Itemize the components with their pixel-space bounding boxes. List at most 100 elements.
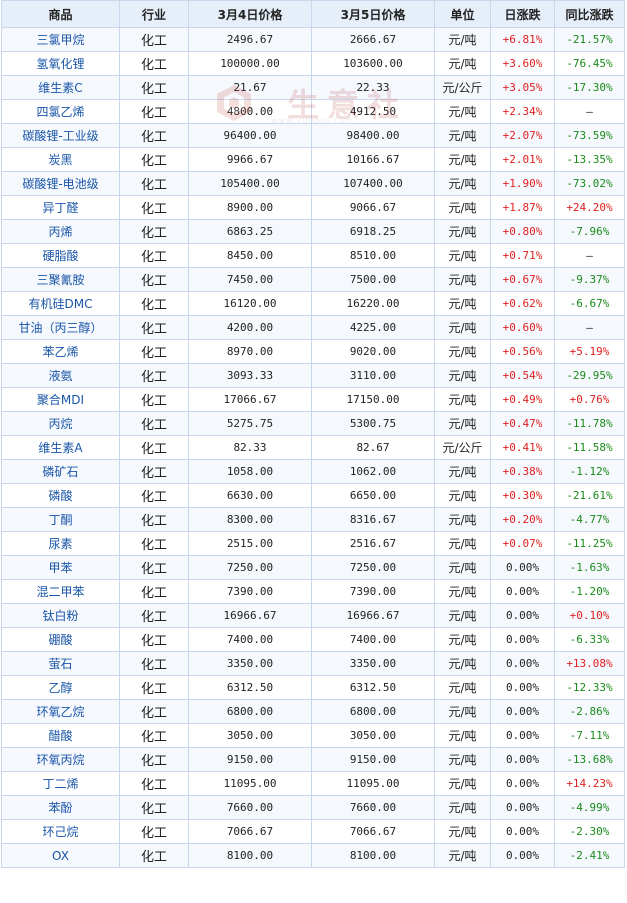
cell-yoy-change: -21.61% (554, 483, 625, 508)
cell-price-mar4: 100000.00 (188, 51, 312, 76)
cell-product[interactable]: 维生素C (1, 75, 120, 100)
cell-daily-change: +0.47% (490, 411, 555, 436)
cell-daily-change: 0.00% (490, 627, 555, 652)
cell-product[interactable]: 炭黑 (1, 147, 120, 172)
cell-price-mar4: 82.33 (188, 435, 312, 460)
cell-industry: 化工 (119, 531, 189, 556)
cell-price-mar5: 107400.00 (311, 171, 435, 196)
cell-unit: 元/吨 (434, 27, 491, 52)
cell-unit: 元/吨 (434, 195, 491, 220)
cell-price-mar4: 6312.50 (188, 675, 312, 700)
cell-product[interactable]: 聚合MDI (1, 387, 120, 412)
cell-product[interactable]: 甲苯 (1, 555, 120, 580)
cell-product[interactable]: 氢氧化锂 (1, 51, 120, 76)
cell-yoy-change: -6.67% (554, 291, 625, 316)
cell-daily-change: +0.71% (490, 243, 555, 268)
cell-product[interactable]: 钛白粉 (1, 603, 120, 628)
cell-unit: 元/吨 (434, 723, 491, 748)
cell-product[interactable]: 苯乙烯 (1, 339, 120, 364)
table-row: 丁二烯 化工 11095.00 11095.00 元/吨 0.00% +14.23% (1, 771, 625, 796)
cell-daily-change: 0.00% (490, 771, 555, 796)
cell-price-mar4: 7390.00 (188, 579, 312, 604)
cell-product[interactable]: 有机硅DMC (1, 291, 120, 316)
table-row: OX 化工 8100.00 8100.00 元/吨 0.00% -2.41% (1, 843, 625, 868)
table-row: 丙烷 化工 5275.75 5300.75 元/吨 +0.47% -11.78% (1, 411, 625, 436)
cell-price-mar5: 11095.00 (311, 771, 435, 796)
cell-yoy-change: -2.41% (554, 843, 625, 868)
cell-product[interactable]: 丁二烯 (1, 771, 120, 796)
cell-product[interactable]: 甘油（丙三醇） (1, 315, 120, 340)
cell-price-mar4: 8970.00 (188, 339, 312, 364)
table-row: 聚合MDI 化工 17066.67 17150.00 元/吨 +0.49% +0.76% (1, 387, 625, 412)
cell-price-mar4: 7400.00 (188, 627, 312, 652)
cell-price-mar5: 3350.00 (311, 651, 435, 676)
cell-price-mar5: 17150.00 (311, 387, 435, 412)
table-row: 丙烯 化工 6863.25 6918.25 元/吨 +0.80% -7.96% (1, 219, 625, 244)
cell-yoy-change: +13.08% (554, 651, 625, 676)
cell-product[interactable]: OX (1, 843, 120, 868)
cell-product[interactable]: 醋酸 (1, 723, 120, 748)
cell-industry: 化工 (119, 747, 189, 772)
cell-product[interactable]: 三聚氰胺 (1, 267, 120, 292)
cell-product[interactable]: 苯酚 (1, 795, 120, 820)
cell-product[interactable]: 乙醇 (1, 675, 120, 700)
cell-price-mar4: 1058.00 (188, 459, 312, 484)
cell-product[interactable]: 硼酸 (1, 627, 120, 652)
cell-product[interactable]: 碳酸锂-电池级 (1, 171, 120, 196)
cell-daily-change: 0.00% (490, 579, 555, 604)
cell-product[interactable]: 丙烯 (1, 219, 120, 244)
cell-product[interactable]: 液氨 (1, 363, 120, 388)
cell-product[interactable]: 环氧乙烷 (1, 699, 120, 724)
cell-industry: 化工 (119, 675, 189, 700)
cell-price-mar5: 7066.67 (311, 819, 435, 844)
cell-price-mar5: 82.67 (311, 435, 435, 460)
cell-product[interactable]: 丙烷 (1, 411, 120, 436)
cell-product[interactable]: 环氧丙烷 (1, 747, 120, 772)
cell-price-mar5: 7400.00 (311, 627, 435, 652)
cell-product[interactable]: 丁酮 (1, 507, 120, 532)
cell-daily-change: 0.00% (490, 651, 555, 676)
cell-daily-change: +2.01% (490, 147, 555, 172)
cell-price-mar5: 8510.00 (311, 243, 435, 268)
cell-product[interactable]: 磷酸 (1, 483, 120, 508)
cell-product[interactable]: 尿素 (1, 531, 120, 556)
cell-industry: 化工 (119, 699, 189, 724)
table-row: 甲苯 化工 7250.00 7250.00 元/吨 0.00% -1.63% (1, 555, 625, 580)
table-row: 醋酸 化工 3050.00 3050.00 元/吨 0.00% -7.11% (1, 723, 625, 748)
cell-industry: 化工 (119, 507, 189, 532)
cell-price-mar5: 7500.00 (311, 267, 435, 292)
cell-product[interactable]: 萤石 (1, 651, 120, 676)
cell-unit: 元/吨 (434, 51, 491, 76)
cell-industry: 化工 (119, 459, 189, 484)
cell-yoy-change: +0.10% (554, 603, 625, 628)
cell-yoy-change: -17.30% (554, 75, 625, 100)
cell-product[interactable]: 环己烷 (1, 819, 120, 844)
cell-yoy-change: — (554, 315, 625, 340)
cell-product[interactable]: 四氯乙烯 (1, 99, 120, 124)
cell-unit: 元/吨 (434, 771, 491, 796)
cell-unit: 元/吨 (434, 315, 491, 340)
cell-daily-change: 0.00% (490, 723, 555, 748)
cell-product[interactable]: 混二甲苯 (1, 579, 120, 604)
cell-price-mar5: 16966.67 (311, 603, 435, 628)
cell-product[interactable]: 硬脂酸 (1, 243, 120, 268)
cell-price-mar4: 8100.00 (188, 843, 312, 868)
cell-price-mar4: 2496.67 (188, 27, 312, 52)
cell-yoy-change: -2.86% (554, 699, 625, 724)
cell-product[interactable]: 异丁醛 (1, 195, 120, 220)
table-row: 三氯甲烷 化工 2496.67 2666.67 元/吨 +6.81% -21.57% (1, 27, 625, 52)
cell-product[interactable]: 维生素A (1, 435, 120, 460)
cell-price-mar4: 8450.00 (188, 243, 312, 268)
cell-price-mar5: 4225.00 (311, 315, 435, 340)
cell-product[interactable]: 磷矿石 (1, 459, 120, 484)
cell-industry: 化工 (119, 195, 189, 220)
cell-product[interactable]: 三氯甲烷 (1, 27, 120, 52)
cell-price-mar4: 2515.00 (188, 531, 312, 556)
table-row: 丁酮 化工 8300.00 8316.67 元/吨 +0.20% -4.77% (1, 507, 625, 532)
cell-price-mar4: 6630.00 (188, 483, 312, 508)
cell-yoy-change: -11.58% (554, 435, 625, 460)
cell-unit: 元/公斤 (434, 435, 491, 460)
cell-yoy-change: -13.68% (554, 747, 625, 772)
cell-product[interactable]: 碳酸锂-工业级 (1, 123, 120, 148)
table-row: 硼酸 化工 7400.00 7400.00 元/吨 0.00% -6.33% (1, 627, 625, 652)
